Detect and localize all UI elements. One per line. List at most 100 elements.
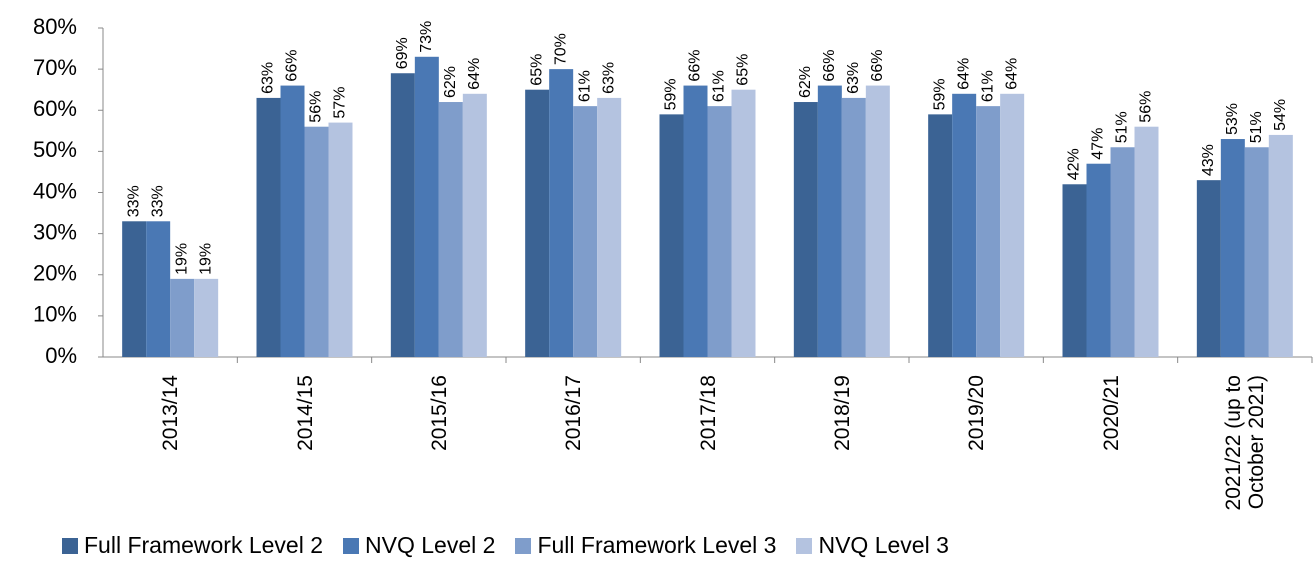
bar [1244, 147, 1269, 357]
bar [952, 93, 977, 358]
y-tick-label: 60% [33, 96, 77, 121]
data-label: 66% [869, 50, 886, 82]
data-label: 59% [663, 78, 680, 110]
bar [1220, 139, 1245, 357]
bar [304, 126, 329, 357]
bar [865, 85, 890, 357]
bar [731, 89, 756, 357]
data-label: 73% [418, 21, 435, 53]
x-tick-label: 2019/20 [964, 375, 988, 451]
data-label: 54% [1272, 99, 1289, 131]
bar [597, 97, 622, 357]
legend-item: NVQ Level 3 [796, 532, 949, 559]
y-tick-label: 30% [33, 219, 77, 244]
data-label: 43% [1200, 144, 1217, 176]
data-label: 33% [125, 185, 142, 217]
legend-label: NVQ Level 2 [365, 532, 496, 558]
data-label: 56% [1138, 91, 1155, 123]
data-label: 70% [552, 33, 569, 65]
x-tick-label: 2015/16 [427, 375, 451, 451]
y-tick-label: 40% [33, 178, 77, 203]
data-label: 57% [332, 87, 349, 119]
legend-swatch [343, 537, 360, 554]
bar [928, 114, 953, 357]
x-tick-label: 2021/22 (up to October 2021) [1221, 375, 1268, 511]
legend-swatch [515, 537, 532, 554]
data-label: 61% [979, 70, 996, 102]
y-tick-label: 10% [33, 302, 77, 327]
x-tick-label: 2020/21 [1099, 375, 1122, 451]
data-label: 61% [711, 70, 728, 102]
x-tick-label: 2014/15 [293, 375, 316, 451]
data-label: 64% [1003, 58, 1020, 90]
bar [659, 114, 684, 357]
bar [976, 106, 1001, 357]
x-tick-label: 2018/19 [830, 375, 854, 451]
data-label: 33% [149, 185, 166, 217]
bar [549, 69, 574, 357]
data-label: 19% [173, 243, 190, 275]
bar [1062, 184, 1087, 357]
data-label: 51% [1114, 111, 1131, 143]
bar [1000, 93, 1025, 358]
bar [1134, 126, 1159, 357]
bar [817, 85, 842, 357]
data-label: 61% [576, 70, 593, 102]
data-label: 59% [931, 78, 948, 110]
x-tick-label: 2017/18 [696, 375, 719, 451]
bar [170, 278, 195, 357]
bar [793, 102, 818, 358]
bar [194, 278, 219, 357]
x-tick-label: 2013/14 [158, 375, 182, 451]
data-label: 69% [394, 37, 411, 69]
data-label: 65% [528, 54, 545, 86]
bar [1110, 147, 1135, 357]
bar [1086, 163, 1111, 357]
bar [414, 56, 439, 357]
bar [328, 122, 353, 358]
legend-swatch [62, 537, 78, 554]
bar [256, 97, 281, 357]
data-label: 63% [260, 62, 277, 94]
y-tick-label: 0% [45, 343, 77, 368]
data-label: 66% [687, 50, 704, 82]
bar [573, 106, 598, 357]
bar [1196, 180, 1221, 357]
data-label: 56% [308, 91, 325, 123]
y-tick-label: 20% [33, 261, 77, 286]
x-tick-label: 2016/17 [561, 375, 585, 451]
legend-label: Full Framework Level 2 [84, 532, 324, 558]
data-label: 64% [466, 58, 483, 90]
bar [707, 106, 732, 357]
legend: Full Framework Level 2 NVQ Level 2 Full Fr… [62, 532, 949, 559]
data-label: 66% [284, 50, 301, 82]
legend-item: Full Framework Level 3 [515, 532, 776, 559]
data-label: 62% [797, 66, 814, 98]
legend-label: Full Framework Level 3 [537, 532, 777, 558]
legend-label: NVQ Level 3 [818, 532, 949, 558]
bar [438, 102, 463, 358]
bar [390, 73, 415, 358]
bar [462, 93, 487, 358]
data-label: 64% [955, 58, 972, 90]
y-tick-label: 70% [33, 55, 77, 80]
data-label: 65% [735, 54, 752, 86]
data-label: 62% [442, 66, 459, 98]
bar [683, 85, 708, 357]
data-label: 63% [845, 62, 862, 94]
legend-item: Full Framework Level 2 [62, 532, 323, 559]
y-tick-label: 50% [33, 137, 77, 162]
data-label: 19% [197, 243, 214, 275]
data-label: 53% [1224, 103, 1241, 135]
data-label: 42% [1066, 148, 1083, 180]
data-label: 47% [1090, 128, 1107, 160]
legend-item: NVQ Level 2 [343, 532, 495, 559]
data-label: 63% [600, 62, 617, 94]
bar [841, 97, 866, 357]
bar [525, 89, 550, 357]
bar [146, 221, 171, 357]
data-label: 51% [1248, 111, 1265, 143]
legend-swatch [796, 537, 813, 554]
